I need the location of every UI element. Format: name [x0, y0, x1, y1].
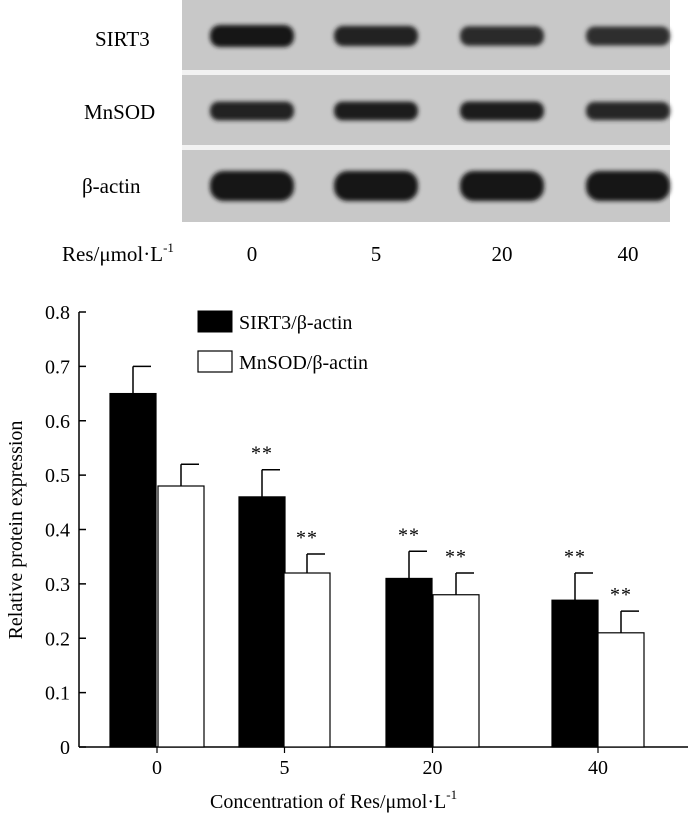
- significance-label: **: [251, 443, 273, 465]
- blot-lane-label: 0: [247, 242, 258, 266]
- blot-band: [334, 25, 418, 47]
- x-tick-label: 40: [588, 757, 608, 779]
- significance-label: **: [398, 524, 420, 546]
- legend-swatch-sirt3: [197, 310, 233, 333]
- blot-separator: [182, 145, 670, 150]
- bar: [551, 599, 599, 748]
- blot-separator: [182, 70, 670, 75]
- x-tick-label: 0: [152, 757, 162, 779]
- blot-band: [460, 171, 544, 201]
- y-tick-label: 0.8: [45, 302, 70, 324]
- y-tick-label: 0.5: [45, 465, 70, 487]
- bar: [283, 572, 331, 748]
- y-tick-label: 0: [60, 737, 70, 759]
- bar: [432, 594, 480, 748]
- bar: [157, 485, 205, 748]
- y-tick-label: 0.3: [45, 574, 70, 596]
- blot-lane-label: 40: [618, 242, 639, 266]
- blot-lane-label: 20: [492, 242, 513, 266]
- blot-band: [334, 101, 418, 121]
- y-tick-label: 0.7: [45, 356, 70, 378]
- error-bars: [132, 365, 639, 633]
- significance-marks: ** ** ** ** ** **: [251, 443, 632, 606]
- significance-label: **: [445, 546, 467, 568]
- blot-band: [210, 101, 294, 121]
- blot-bands: [210, 25, 670, 201]
- blot-band: [586, 101, 670, 121]
- blot-band: [210, 25, 294, 47]
- legend-label-sirt3: SIRT3/β-actin: [239, 312, 352, 334]
- bar-chart: 00.10.20.30.40.50.60.70.8 0 5 20 40 *******…: [5, 302, 688, 813]
- bar: [597, 632, 645, 748]
- y-tick-label: 0.6: [45, 411, 70, 433]
- bar: [238, 496, 286, 748]
- blot-band: [334, 171, 418, 201]
- y-tick-label: 0.2: [45, 628, 70, 650]
- significance-label: **: [296, 527, 318, 549]
- blot-row-label-mnsod: MnSOD: [84, 100, 155, 124]
- y-tick-label: 0.4: [45, 520, 70, 542]
- x-tick-label: 20: [423, 757, 443, 779]
- significance-label: **: [610, 584, 632, 606]
- bar: [385, 577, 433, 748]
- legend-label-mnsod: MnSOD/β-actin: [239, 352, 368, 374]
- blot-band: [586, 171, 670, 201]
- significance-label: **: [564, 546, 586, 568]
- legend-swatch-mnsod: [197, 350, 233, 373]
- bar-marks: [109, 392, 645, 748]
- bar: [109, 392, 157, 748]
- y-tick-label: 0.1: [45, 683, 70, 705]
- blot-concentration-label: Res/μmol·L-1: [62, 240, 174, 266]
- blot-band: [460, 101, 544, 121]
- y-axis-ticks: 0 0.1 0.2 0.3 0.4 0.5 0.6 0.7 0.8: [45, 302, 86, 759]
- blot-band: [460, 26, 544, 46]
- y-axis-title: Relative protein expression: [5, 421, 27, 640]
- blot-row-label-sirt3: SIRT3: [95, 27, 150, 51]
- blot-row-label-beta-actin: β-actin: [82, 174, 141, 198]
- blot-band: [210, 171, 294, 201]
- western-blot-panel: SIRT3 MnSOD β-actin Res/μmol·L-1 0 5 20 …: [62, 0, 670, 266]
- x-axis-title: Concentration of Res/μmol·L-1: [210, 787, 457, 813]
- blot-lane-label: 5: [371, 242, 382, 266]
- x-tick-label: 5: [280, 757, 290, 779]
- blot-band: [586, 26, 670, 46]
- x-axis-ticks: 0 5 20 40: [152, 747, 608, 779]
